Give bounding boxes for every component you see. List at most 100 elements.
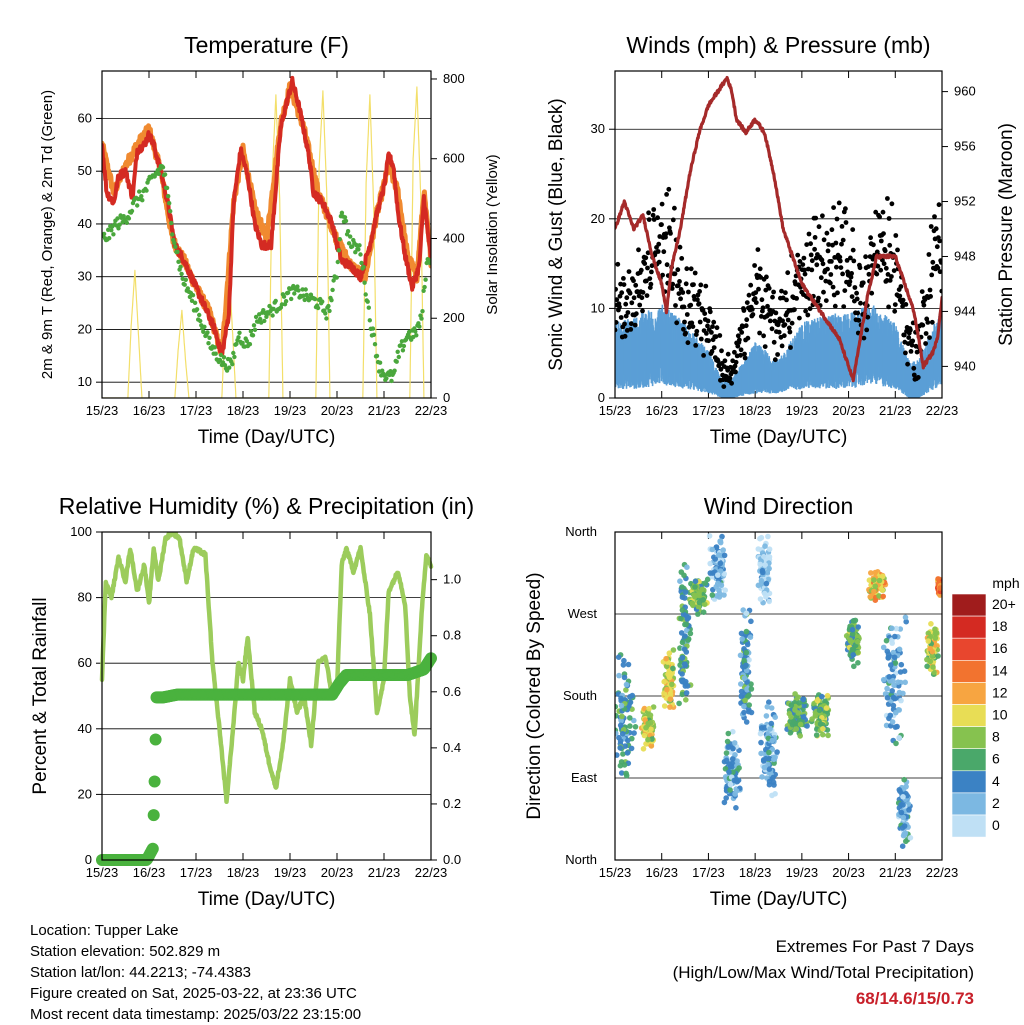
gust-point bbox=[733, 359, 739, 365]
direction-point bbox=[617, 722, 624, 729]
gust-point bbox=[621, 276, 626, 281]
gust-point bbox=[881, 231, 886, 237]
direction-point bbox=[892, 660, 899, 666]
gust-point bbox=[752, 263, 757, 268]
gust-point bbox=[738, 347, 744, 353]
gust-point bbox=[773, 310, 779, 316]
direction-point bbox=[632, 724, 639, 730]
dewpoint-point bbox=[212, 345, 217, 350]
direction-point bbox=[628, 745, 635, 752]
y-axis-label: Direction (Colored By Speed) bbox=[524, 572, 545, 819]
gust-point bbox=[911, 372, 917, 378]
direction-point bbox=[872, 569, 878, 576]
direction-point bbox=[851, 663, 857, 670]
y-tick-label: 30 bbox=[78, 269, 92, 284]
gust-point bbox=[642, 261, 648, 266]
y-tick-label: 20 bbox=[78, 321, 92, 336]
direction-point bbox=[902, 830, 909, 836]
direction-point bbox=[879, 587, 886, 593]
dewpoint-point bbox=[201, 329, 206, 334]
direction-point bbox=[683, 690, 690, 696]
direction-point bbox=[723, 795, 729, 801]
gust-point bbox=[882, 248, 888, 254]
dewpoint-point bbox=[334, 275, 339, 280]
gust-point bbox=[615, 320, 619, 325]
gust-point bbox=[933, 226, 939, 232]
gust-point bbox=[668, 231, 673, 236]
direction-point bbox=[741, 675, 748, 681]
direction-point bbox=[801, 702, 807, 709]
dewpoint-point bbox=[327, 308, 332, 314]
direction-point bbox=[766, 778, 773, 785]
direction-point bbox=[755, 546, 762, 552]
gust-point bbox=[735, 343, 741, 349]
direction-point bbox=[723, 757, 730, 764]
dewpoint-point bbox=[182, 282, 187, 287]
gust-point bbox=[926, 252, 932, 257]
gust-point bbox=[806, 231, 812, 237]
dewpoint-point bbox=[137, 189, 142, 194]
direction-point bbox=[901, 776, 907, 783]
direction-point bbox=[626, 703, 632, 709]
gust-point bbox=[697, 289, 702, 294]
direction-point bbox=[792, 691, 798, 697]
direction-point bbox=[883, 722, 890, 729]
gust-point bbox=[670, 217, 676, 223]
direction-point bbox=[741, 709, 747, 716]
direction-point bbox=[932, 635, 939, 641]
gust-point bbox=[766, 285, 772, 291]
gust-point bbox=[714, 325, 720, 331]
dewpoint-point bbox=[302, 297, 307, 303]
gust-point bbox=[729, 380, 734, 386]
direction-point bbox=[729, 756, 736, 762]
gust-point bbox=[891, 268, 897, 273]
direction-point bbox=[619, 731, 626, 737]
x-tick-label: 15/23 bbox=[86, 865, 119, 880]
gust-point bbox=[886, 216, 892, 221]
dewpoint-point bbox=[129, 208, 135, 214]
direction-point bbox=[928, 621, 934, 627]
gust-point bbox=[679, 256, 685, 261]
gust-point bbox=[702, 311, 708, 316]
dewpoint-point bbox=[392, 368, 397, 373]
gust-point bbox=[628, 327, 634, 332]
direction-point bbox=[899, 843, 906, 849]
gust-point bbox=[771, 339, 777, 345]
direction-point bbox=[903, 783, 909, 790]
direction-point bbox=[684, 683, 691, 689]
dewpoint-point bbox=[197, 312, 202, 318]
direction-point bbox=[890, 702, 897, 709]
gust-point bbox=[672, 205, 677, 211]
direction-point bbox=[669, 681, 675, 688]
direction-point bbox=[817, 721, 824, 727]
gust-point bbox=[636, 247, 641, 253]
direction-point bbox=[763, 713, 770, 719]
x-axis-label: Time (Day/UTC) bbox=[198, 427, 336, 448]
direction-point bbox=[929, 653, 936, 659]
direction-point bbox=[700, 597, 706, 603]
direction-point bbox=[898, 661, 905, 668]
direction-point bbox=[743, 649, 750, 656]
gust-point bbox=[923, 331, 929, 336]
gust-point bbox=[645, 265, 650, 271]
direction-point bbox=[880, 676, 887, 683]
direction-point bbox=[681, 661, 688, 667]
direction-point bbox=[884, 685, 890, 692]
dewpoint-point bbox=[384, 376, 389, 381]
gust-point bbox=[789, 320, 795, 326]
y-right-tick-label: 0.0 bbox=[443, 852, 461, 867]
gust-point bbox=[939, 288, 942, 294]
relative-humidity-line bbox=[99, 532, 434, 805]
gust-point bbox=[737, 337, 742, 343]
gust-point bbox=[690, 324, 696, 329]
dewpoint-point bbox=[329, 298, 334, 303]
direction-point bbox=[727, 787, 733, 793]
y-tick-label: 10 bbox=[78, 374, 92, 389]
gust-point bbox=[840, 271, 845, 277]
dewpoint-point bbox=[166, 194, 171, 199]
direction-point bbox=[852, 617, 859, 624]
dewpoint-point bbox=[357, 243, 362, 248]
gust-point bbox=[695, 292, 701, 298]
station-location: Location: Tupper Lake bbox=[30, 922, 179, 939]
direction-point bbox=[766, 766, 773, 772]
